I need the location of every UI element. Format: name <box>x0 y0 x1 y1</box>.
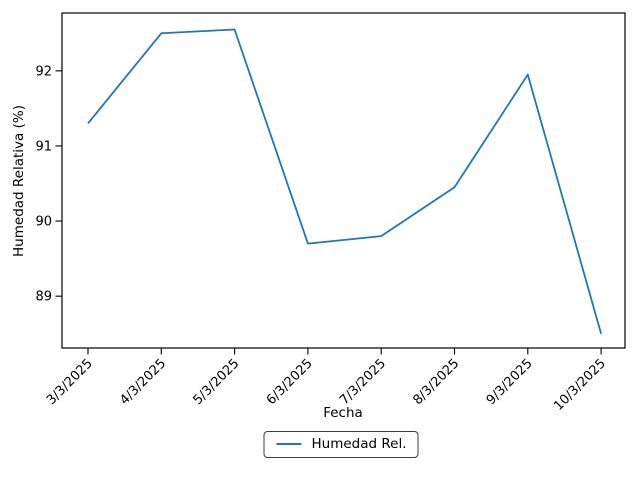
y-axis-ticks: 89 90 91 92 <box>35 64 62 305</box>
plot-area-frame <box>61 12 626 349</box>
y-axis-label: Humedad Relativa (%) <box>11 105 27 257</box>
legend: Humedad Rel. <box>263 431 419 458</box>
x-tick-label: 10/3/2025 <box>551 356 609 414</box>
x-axis-label: Fecha <box>323 405 363 421</box>
legend-line-sample <box>276 443 302 445</box>
line-series <box>87 28 602 334</box>
x-tick-label: 4/3/2025 <box>117 356 169 408</box>
y-tick-label: 92 <box>35 64 52 79</box>
series-group <box>87 28 602 334</box>
y-tick-label: 91 <box>35 139 52 154</box>
x-tick-label: 9/3/2025 <box>484 356 536 408</box>
y-tick-label: 89 <box>35 290 52 305</box>
legend-label: Humedad Rel. <box>311 436 407 452</box>
x-tick-label: 8/3/2025 <box>410 356 462 408</box>
x-tick-label: 6/3/2025 <box>264 356 316 408</box>
x-tick-label: 5/3/2025 <box>191 356 243 408</box>
x-tick-label: 7/3/2025 <box>337 356 389 408</box>
x-tick-label: 3/3/2025 <box>44 356 96 408</box>
y-tick-label: 90 <box>35 215 52 230</box>
